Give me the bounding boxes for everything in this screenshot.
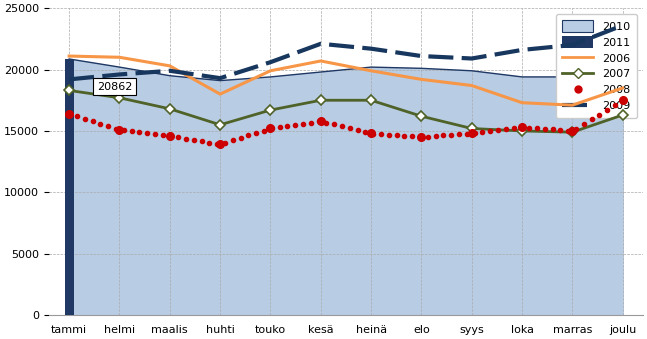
- Legend: 2010, 2011, 2006, 2007, 2008, 2009: 2010, 2011, 2006, 2007, 2008, 2009: [556, 14, 637, 118]
- Bar: [65, 59, 74, 315]
- Text: 20862: 20862: [97, 82, 132, 92]
